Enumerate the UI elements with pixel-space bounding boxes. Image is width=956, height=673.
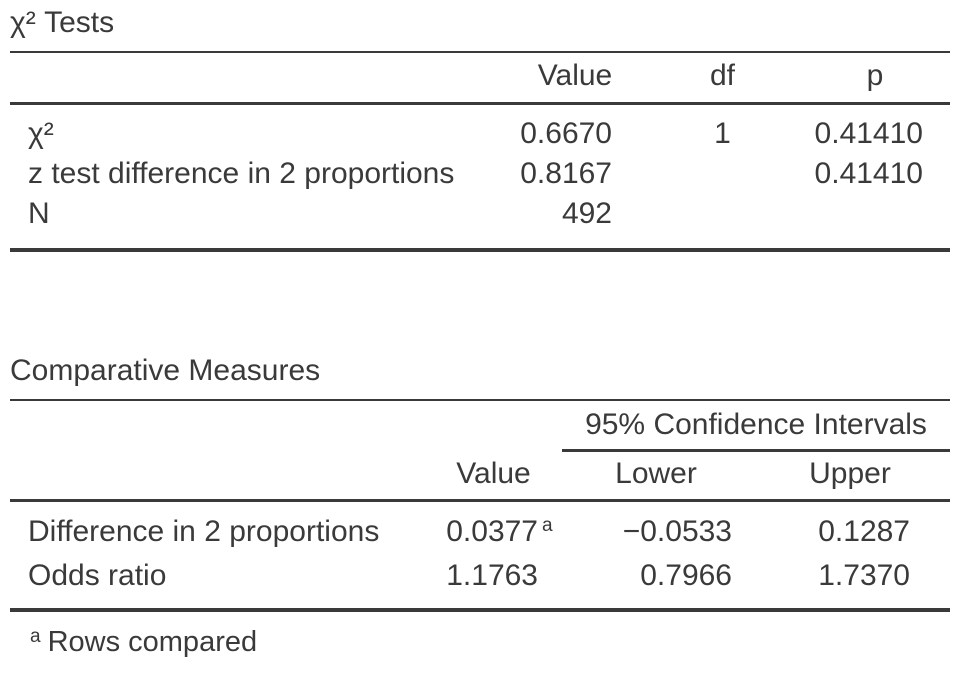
row-label: Odds ratio xyxy=(28,559,167,592)
table-row-difference-proportions: Difference in 2 proportions 0.0377 a −0.0… xyxy=(10,501,950,557)
cell-ci-upper: 1.7370 xyxy=(818,559,910,592)
ci-group-header-row: 95% Confidence Intervals xyxy=(10,400,950,452)
table-footnote: a Rows compared xyxy=(10,624,956,664)
header-rowlabel-empty xyxy=(10,400,425,451)
comparative-measures-section: Comparative Measures 95% Confidence Inte… xyxy=(10,352,956,664)
header-p: p xyxy=(800,52,950,105)
cell-p: 0.41410 xyxy=(814,157,923,190)
table-row-n: N 492 xyxy=(10,194,950,250)
cell-df xyxy=(645,154,800,194)
header-value: Value xyxy=(505,52,645,105)
header-rowlabel-empty xyxy=(10,52,505,105)
cell-value: 0.8167 xyxy=(520,157,612,190)
cell-p xyxy=(800,194,950,250)
table-row-z-test: z test difference in 2 proportions 0.816… xyxy=(10,154,950,194)
table-row-odds-ratio: Odds ratio 1.1763 0.7966 1.7370 xyxy=(10,556,950,610)
cell-ci-lower: −0.0533 xyxy=(622,515,732,548)
cell-value: 492 xyxy=(561,197,612,230)
chi-square-table-title: χ² Tests xyxy=(10,6,115,39)
header-upper: Upper xyxy=(750,450,950,502)
row-label: χ² xyxy=(28,117,54,150)
header-empty-over-value xyxy=(425,400,562,451)
comparative-header-row: Value Lower Upper xyxy=(10,450,950,502)
row-label: z test difference in 2 proportions xyxy=(28,157,455,190)
cell-value: 0.6670 xyxy=(520,117,612,150)
cell-value: 0.0377 a xyxy=(425,501,562,557)
footnote-marker: a xyxy=(30,626,41,647)
cell-value: 1.1763 xyxy=(425,556,562,610)
header-df: df xyxy=(645,52,800,105)
value-number: 0.0377 xyxy=(446,515,538,548)
row-label: Difference in 2 proportions xyxy=(28,515,380,548)
row-label: N xyxy=(28,197,50,230)
cell-df xyxy=(645,194,800,250)
footnote-text: Rows compared xyxy=(47,626,258,658)
comparative-measures-table-title: Comparative Measures xyxy=(10,354,321,387)
header-lower: Lower xyxy=(562,450,750,502)
header-ci-group: 95% Confidence Intervals xyxy=(562,400,950,452)
chi-square-header-row: Value df p xyxy=(10,52,950,105)
cell-p: 0.41410 xyxy=(814,117,923,150)
value-number: 1.1763 xyxy=(446,559,538,592)
footnote-marker-superscript: a xyxy=(542,515,553,536)
chi-square-tests-section: χ² Tests Value df p χ² 0.6670 1 0.41410 xyxy=(10,4,956,252)
comparative-measures-table: 95% Confidence Intervals Value Lower Upp… xyxy=(10,399,950,612)
cell-ci-lower: 0.7966 xyxy=(640,559,732,592)
chi-square-table: Value df p χ² 0.6670 1 0.41410 z test di… xyxy=(10,51,950,252)
header-rowlabel-empty xyxy=(10,450,425,502)
table-row-chi-square: χ² 0.6670 1 0.41410 xyxy=(10,104,950,155)
cell-ci-upper: 0.1287 xyxy=(818,515,910,548)
cell-df: 1 xyxy=(714,117,731,150)
header-value: Value xyxy=(425,450,562,502)
